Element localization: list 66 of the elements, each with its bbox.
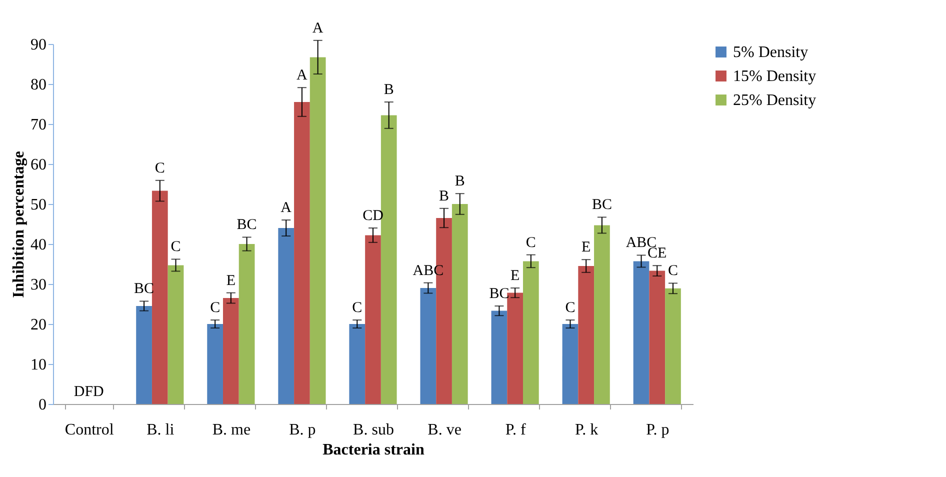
annotation: B (454, 174, 465, 190)
y-tick-label: 10 (30, 356, 46, 374)
bar (278, 228, 294, 404)
bar (168, 265, 184, 404)
bar (491, 310, 508, 404)
legend-label: 5% Density (733, 44, 808, 61)
annotation: C (668, 263, 678, 280)
y-tick-label: 70 (30, 116, 46, 134)
bar (507, 292, 523, 404)
y-axis-title: Inhibition percentage (10, 151, 28, 298)
y-tick-label: 60 (30, 156, 46, 174)
x-tick-label: P. f (505, 422, 526, 438)
annotation: C (526, 234, 536, 251)
bar (452, 204, 468, 404)
x-tick-label: B. ve (428, 422, 462, 438)
bar (594, 225, 610, 404)
bar (562, 324, 578, 404)
bar (152, 190, 168, 404)
y-tick-label: 0 (38, 396, 46, 414)
bar (238, 244, 255, 404)
annotation: C (565, 300, 576, 316)
x-tick-label: P. k (575, 422, 598, 438)
annotation: C (154, 160, 165, 176)
bar (365, 235, 381, 404)
bar (649, 270, 666, 404)
bar (633, 261, 650, 404)
annotation: C (352, 300, 362, 316)
y-tick-label: 30 (30, 276, 46, 294)
bar (207, 324, 224, 404)
y-tick-label: 20 (30, 316, 46, 334)
x-tick-label: B. me (212, 422, 251, 438)
bar (578, 266, 594, 404)
y-tick-label: 40 (30, 236, 46, 254)
x-tick-label: B. sub (353, 422, 394, 438)
bar (420, 288, 436, 404)
bar (349, 324, 366, 404)
annotation: E (226, 272, 236, 289)
bar (310, 57, 326, 404)
annotation: B (439, 188, 450, 204)
x-tick-label: B. p (289, 422, 316, 438)
annotation: BC (236, 217, 257, 234)
annotation: C (170, 239, 181, 256)
bar (294, 102, 310, 404)
bar (136, 306, 152, 404)
y-tick-label: 90 (30, 36, 46, 54)
x-tick-label: P. p (646, 422, 670, 438)
legend-label: 15% Density (733, 68, 816, 85)
annotation: BC (489, 286, 510, 302)
annotation: A (280, 200, 292, 216)
bar (665, 288, 681, 404)
bar (522, 261, 539, 404)
annotation: BC (592, 197, 612, 214)
annotation: A (296, 68, 308, 84)
y-tick-label: 80 (30, 76, 46, 94)
bar (223, 298, 239, 404)
annotation: E (510, 268, 520, 284)
x-tick-label: B. li (146, 422, 175, 438)
y-tick-label: 50 (30, 196, 46, 214)
legend-label: 25% Density (733, 92, 816, 109)
annotation: E (582, 240, 591, 256)
text: A (312, 20, 324, 36)
x-axis-title: Bacteria strain (322, 442, 424, 458)
x-tick-label: Control (64, 422, 114, 438)
annotation: B (384, 82, 394, 98)
annotation: C (210, 300, 220, 316)
annotation: DFD (74, 384, 104, 400)
